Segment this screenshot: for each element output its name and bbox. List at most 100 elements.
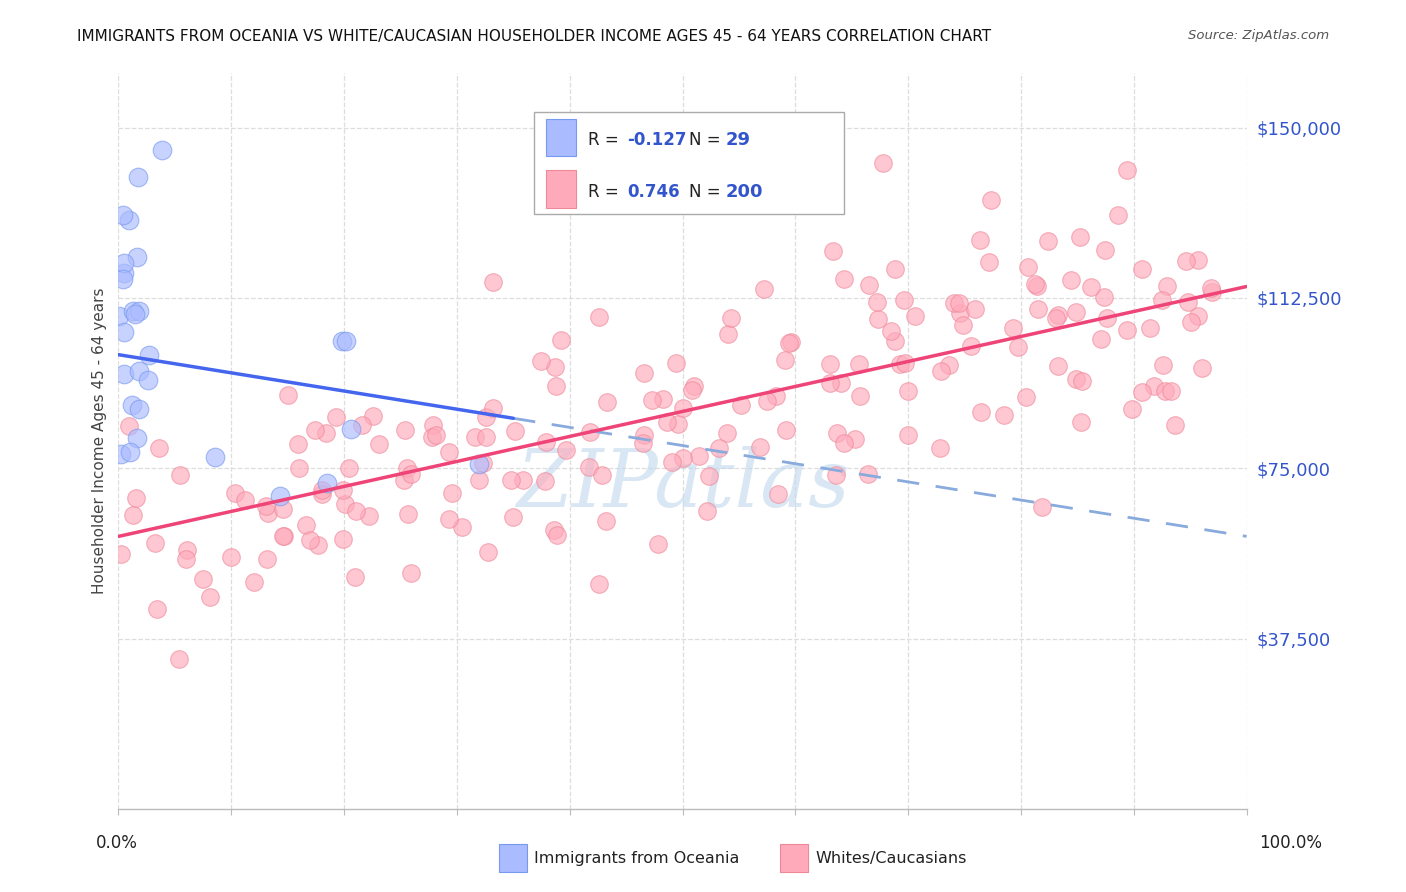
Point — [254, 499, 277, 513]
Point — [271, 529, 294, 543]
Text: 100.0%: 100.0% — [1258, 834, 1322, 852]
Point — [315, 476, 337, 491]
Point — [1132, 384, 1154, 399]
Point — [112, 267, 135, 281]
Point — [883, 334, 905, 348]
Point — [825, 426, 848, 441]
Text: Source: ZipAtlas.com: Source: ZipAtlas.com — [1188, 29, 1329, 42]
Point — [1047, 359, 1070, 373]
Point — [588, 576, 610, 591]
Point — [672, 451, 695, 466]
Point — [530, 353, 553, 368]
Text: -0.127: -0.127 — [627, 131, 686, 149]
Point — [980, 193, 1002, 207]
Point — [633, 428, 655, 442]
Point — [1007, 341, 1029, 355]
Point — [825, 468, 848, 483]
Point — [696, 503, 718, 517]
Point — [1024, 277, 1046, 291]
Point — [315, 426, 337, 441]
Point — [287, 436, 309, 450]
Point — [467, 473, 489, 487]
Point — [949, 306, 972, 320]
Point — [311, 487, 333, 501]
Point — [148, 441, 170, 455]
Point — [1097, 310, 1119, 325]
Point — [399, 566, 422, 580]
Point — [481, 275, 503, 289]
Point — [1130, 262, 1153, 277]
Point — [124, 307, 146, 321]
Point — [647, 537, 669, 551]
Point — [688, 450, 710, 464]
Point — [856, 467, 879, 481]
Point — [396, 461, 419, 475]
Point — [169, 468, 191, 483]
Point — [437, 445, 460, 459]
Point — [467, 457, 489, 471]
Point — [451, 520, 474, 534]
Point — [546, 528, 568, 542]
Text: 200: 200 — [725, 183, 763, 201]
Point — [1092, 290, 1115, 304]
Point — [717, 327, 740, 342]
Point — [1045, 310, 1067, 325]
Point — [550, 333, 572, 347]
Point — [1069, 230, 1091, 244]
Point — [420, 430, 443, 444]
Point — [1047, 308, 1070, 322]
Point — [720, 310, 742, 325]
Point — [872, 155, 894, 169]
Point — [277, 388, 299, 402]
Point — [122, 508, 145, 523]
Point — [112, 208, 135, 222]
Point — [948, 296, 970, 310]
Point — [357, 509, 380, 524]
Point — [335, 334, 357, 348]
Point — [683, 379, 706, 393]
Point — [631, 436, 654, 450]
Point — [866, 295, 889, 310]
Text: 29: 29 — [725, 131, 751, 149]
Point — [848, 389, 870, 403]
Point — [778, 336, 800, 351]
Text: 0.746: 0.746 — [627, 183, 679, 201]
Point — [441, 486, 464, 500]
Point — [138, 373, 160, 387]
Point — [167, 652, 190, 666]
Point — [970, 405, 993, 419]
Point — [844, 432, 866, 446]
Point — [1107, 208, 1129, 222]
Point — [768, 487, 790, 501]
Text: N =: N = — [689, 131, 725, 149]
Point — [198, 590, 221, 604]
Point — [544, 360, 567, 375]
Point — [546, 378, 568, 392]
Point — [146, 602, 169, 616]
Point — [269, 489, 291, 503]
Point — [243, 574, 266, 589]
Point — [112, 325, 135, 339]
Point — [128, 363, 150, 377]
Point — [578, 425, 600, 439]
Point — [1139, 321, 1161, 335]
Point — [191, 572, 214, 586]
Point — [121, 398, 143, 412]
Point — [1164, 417, 1187, 432]
Point — [681, 384, 703, 398]
Point — [482, 401, 505, 416]
Point — [832, 272, 855, 286]
Point — [219, 549, 242, 564]
Point — [657, 415, 679, 429]
Point — [1152, 358, 1174, 372]
Point — [368, 437, 391, 451]
Point — [578, 459, 600, 474]
Point — [340, 422, 363, 436]
Point — [273, 529, 295, 543]
Point — [112, 367, 135, 381]
Point — [294, 518, 316, 533]
Point — [748, 440, 770, 454]
Point — [1064, 372, 1087, 386]
Point — [112, 256, 135, 270]
Point — [730, 398, 752, 412]
